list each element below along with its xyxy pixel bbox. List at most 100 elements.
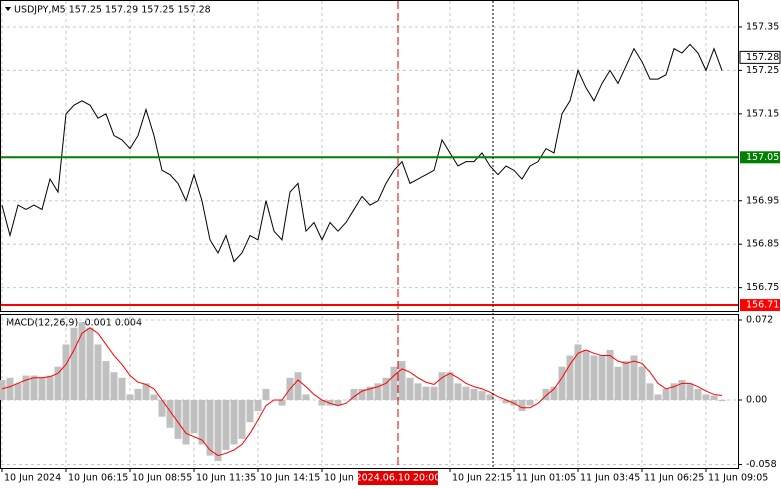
histogram-bar bbox=[382, 377, 390, 400]
histogram-bar bbox=[6, 377, 14, 400]
histogram-bar bbox=[126, 394, 134, 400]
histogram-bar bbox=[478, 391, 486, 400]
histogram-bar bbox=[278, 400, 286, 406]
y-tick-label: -0.058 bbox=[746, 459, 777, 470]
histogram-bar bbox=[302, 394, 310, 400]
histogram-bar bbox=[326, 400, 334, 406]
histogram-bar bbox=[406, 377, 414, 400]
histogram-bar bbox=[654, 394, 662, 400]
histogram-bar bbox=[62, 344, 70, 400]
histogram-bar bbox=[222, 400, 230, 450]
x-tick-label: 11 Jun 03:45 bbox=[580, 473, 640, 484]
x-tick-label: 11 Jun 01:05 bbox=[516, 473, 576, 484]
x-tick-label: 10 Jun 06:15 bbox=[68, 473, 128, 484]
histogram-bar bbox=[54, 366, 62, 400]
histogram-bar bbox=[110, 372, 118, 400]
histogram-bar bbox=[166, 400, 174, 428]
histogram-bar bbox=[262, 388, 270, 400]
histogram-bar bbox=[646, 383, 654, 400]
histogram-bar bbox=[574, 344, 582, 400]
y-tick-label: 156.85 bbox=[746, 239, 779, 250]
histogram-bar bbox=[710, 395, 718, 400]
histogram-bar bbox=[158, 400, 166, 417]
histogram-bar bbox=[702, 394, 710, 400]
histogram-bar bbox=[30, 375, 38, 400]
histogram-bar bbox=[206, 400, 214, 456]
histogram-bar bbox=[38, 377, 46, 400]
histogram-bar bbox=[526, 400, 534, 406]
histogram-bar bbox=[414, 383, 422, 400]
histogram-bar bbox=[542, 388, 550, 400]
price-line bbox=[1, 43, 723, 263]
level-label: 157.05 bbox=[746, 152, 779, 163]
histogram-bar bbox=[622, 361, 630, 400]
histogram-bar bbox=[318, 400, 326, 406]
level-label: 156.71 bbox=[746, 300, 779, 311]
y-tick-label: 0.00 bbox=[746, 395, 767, 406]
histogram-bar bbox=[518, 400, 526, 412]
cursor-label: 2024.06.10 20:00 bbox=[356, 473, 441, 484]
histogram-bar bbox=[46, 375, 54, 400]
histogram-bar bbox=[294, 372, 302, 400]
histogram-bar bbox=[374, 383, 382, 400]
histogram-bar bbox=[350, 388, 358, 400]
x-tick-label: 10 Jun 22:15 bbox=[452, 473, 512, 484]
histogram-bar bbox=[246, 400, 254, 423]
histogram-bar bbox=[198, 400, 206, 445]
histogram-bar bbox=[22, 375, 30, 400]
x-tick-label: 10 Jun 11:35 bbox=[196, 473, 256, 484]
x-tick-label: 10 Jun 1 bbox=[324, 473, 363, 484]
histogram-bar bbox=[86, 327, 94, 400]
histogram-bar bbox=[398, 361, 406, 400]
histogram-bar bbox=[214, 400, 222, 462]
macd-title: MACD(12,26,9) -0.001 0.004 bbox=[6, 318, 142, 329]
y-tick-label: 156.75 bbox=[746, 282, 779, 293]
histogram-bar bbox=[174, 400, 182, 439]
histogram-bar bbox=[566, 355, 574, 400]
histogram-bar bbox=[614, 366, 622, 400]
y-tick-label: 156.95 bbox=[746, 195, 779, 206]
chart-title: USDJPY,M5 157.25 157.29 157.25 157.28 bbox=[14, 5, 211, 16]
histogram-bar bbox=[334, 400, 342, 406]
histogram-bar bbox=[582, 350, 590, 400]
histogram-bar bbox=[662, 388, 670, 400]
histogram-bar bbox=[638, 366, 646, 400]
histogram-bar bbox=[486, 394, 494, 400]
y-tick-label: 0.072 bbox=[746, 315, 773, 326]
histogram-bar bbox=[454, 383, 462, 400]
last-price-box bbox=[739, 50, 781, 64]
last-price-label: 157.28 bbox=[746, 52, 779, 63]
histogram-bar bbox=[182, 400, 190, 445]
level-label-box bbox=[740, 299, 780, 312]
histogram-bar bbox=[254, 400, 262, 412]
histogram-bar bbox=[390, 366, 398, 400]
histogram-bar bbox=[678, 380, 686, 400]
histogram-bar bbox=[502, 400, 510, 404]
histogram-bar bbox=[134, 388, 142, 400]
histogram-bar bbox=[142, 383, 150, 400]
menu-triangle bbox=[5, 7, 11, 11]
histogram-bar bbox=[230, 400, 238, 445]
level-label-box bbox=[740, 151, 780, 164]
histogram-bar bbox=[510, 400, 518, 406]
x-tick-label: 10 Jun 2024 bbox=[4, 473, 61, 484]
histogram-bar bbox=[358, 388, 366, 400]
x-tick-label: 10 Jun 08:55 bbox=[132, 473, 192, 484]
signal-line bbox=[1, 327, 723, 457]
y-tick-label: 157.15 bbox=[746, 108, 779, 119]
histogram-bar bbox=[94, 344, 102, 400]
histogram-bar bbox=[470, 388, 478, 400]
y-tick-label: 157.35 bbox=[746, 21, 779, 32]
histogram-bar bbox=[238, 400, 246, 439]
histogram-bar bbox=[422, 386, 430, 400]
histogram-bar bbox=[150, 394, 158, 400]
histogram-bar bbox=[70, 327, 78, 400]
histogram-bar bbox=[694, 388, 702, 400]
histogram-bar bbox=[102, 361, 110, 400]
histogram-bar bbox=[438, 372, 446, 400]
histogram-bar bbox=[718, 400, 726, 402]
x-tick-label: 11 Jun 09:05 bbox=[708, 473, 768, 484]
histogram-bar bbox=[0, 380, 6, 400]
histogram-bar bbox=[430, 386, 438, 400]
